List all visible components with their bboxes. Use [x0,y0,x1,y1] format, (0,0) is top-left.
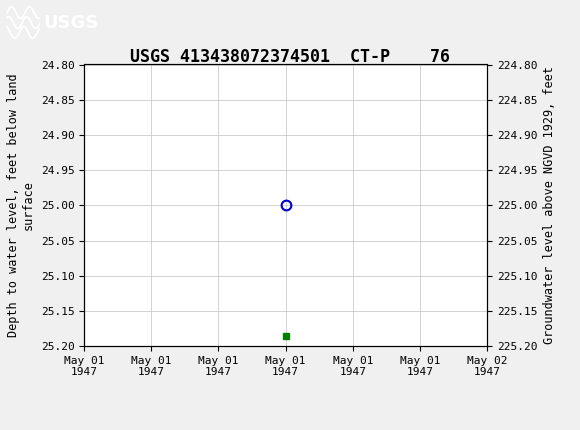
Text: USGS: USGS [44,14,99,31]
Y-axis label: Depth to water level, feet below land
surface: Depth to water level, feet below land su… [7,74,35,337]
Text: USGS 413438072374501  CT-P    76: USGS 413438072374501 CT-P 76 [130,48,450,66]
Y-axis label: Groundwater level above NGVD 1929, feet: Groundwater level above NGVD 1929, feet [543,66,556,344]
